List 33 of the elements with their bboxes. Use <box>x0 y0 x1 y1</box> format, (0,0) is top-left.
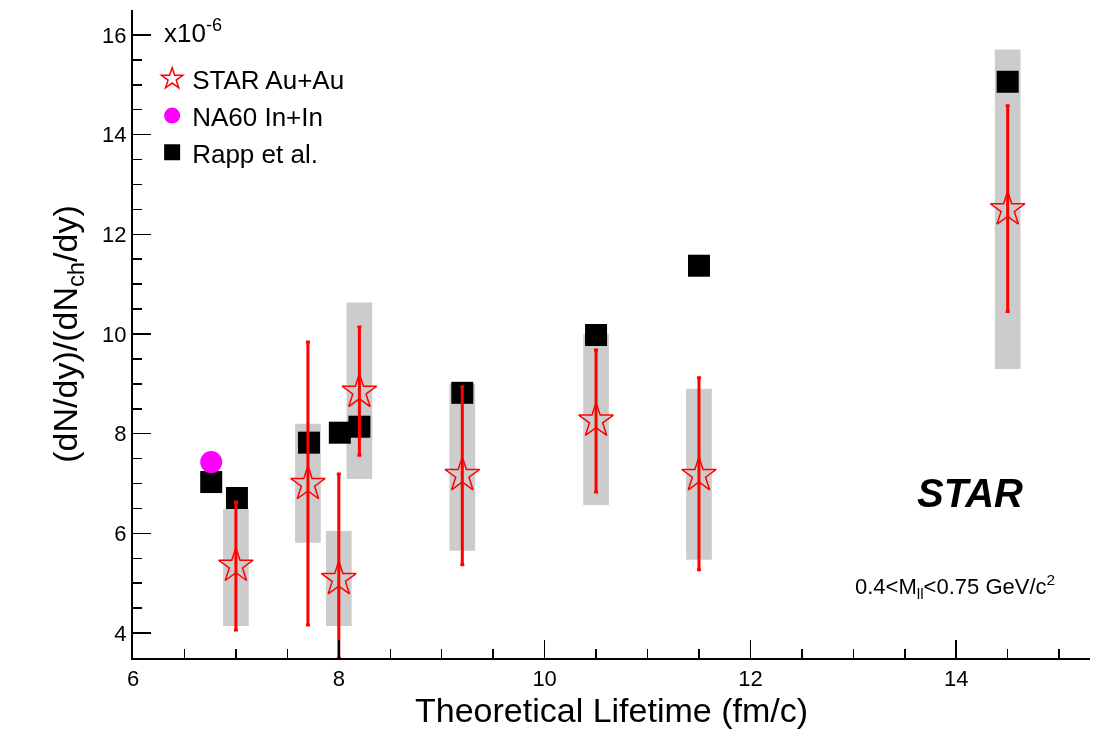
legend-label: STAR Au+Au <box>192 64 345 95</box>
y-tick-label: 10 <box>102 321 127 347</box>
point <box>989 190 1026 225</box>
point <box>996 70 1019 93</box>
legend-label: Rapp et al. <box>192 138 318 169</box>
x-axis-title: Theoretical Lifetime (fm/c) <box>415 691 808 730</box>
point <box>578 401 615 437</box>
x-tick-label: 10 <box>532 666 557 692</box>
y-tick-label: 8 <box>114 421 127 447</box>
y-tick-label: 6 <box>114 521 127 547</box>
point <box>687 254 710 277</box>
x-tick-label: 12 <box>738 666 763 692</box>
point <box>585 324 608 346</box>
annotation: x10$^{-6}$ <box>164 15 223 48</box>
point <box>200 451 223 474</box>
point <box>225 486 248 509</box>
x-tick-label: 8 <box>332 666 345 692</box>
y-tick-label: 4 <box>114 620 127 646</box>
point <box>217 546 254 582</box>
annotation: STAR <box>917 471 1024 515</box>
point <box>328 421 351 444</box>
point <box>200 471 223 494</box>
point <box>680 456 718 491</box>
y-tick-label: 12 <box>102 222 127 248</box>
point <box>289 465 326 500</box>
x-tick-label: 14 <box>943 666 969 692</box>
legend-label: NA60 In+In <box>192 101 323 132</box>
point <box>444 456 481 491</box>
annotation: 0.4<M$_{ll}$<0.75 GeV/c$^{2}$ <box>855 571 1056 602</box>
y-tick-label: 14 <box>102 122 127 148</box>
point <box>320 560 357 595</box>
point <box>341 372 378 408</box>
y-tick-label: 16 <box>102 22 127 48</box>
